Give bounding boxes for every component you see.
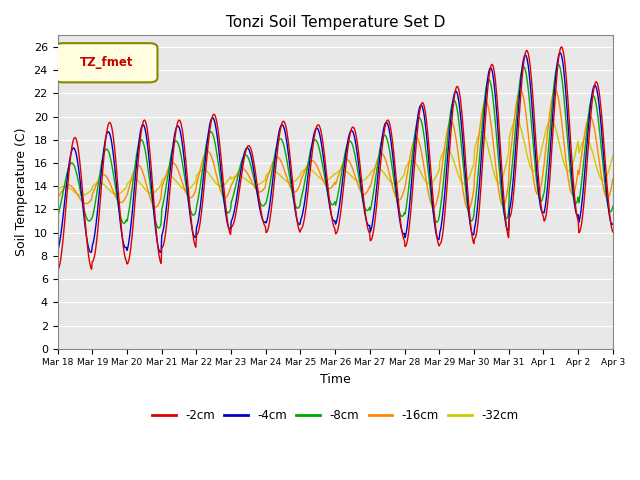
Title: Tonzi Soil Temperature Set D: Tonzi Soil Temperature Set D (225, 15, 445, 30)
X-axis label: Time: Time (320, 373, 351, 386)
Legend: -2cm, -4cm, -8cm, -16cm, -32cm: -2cm, -4cm, -8cm, -16cm, -32cm (147, 405, 524, 427)
Y-axis label: Soil Temperature (C): Soil Temperature (C) (15, 128, 28, 256)
FancyBboxPatch shape (55, 43, 157, 83)
Text: TZ_fmet: TZ_fmet (79, 57, 133, 70)
